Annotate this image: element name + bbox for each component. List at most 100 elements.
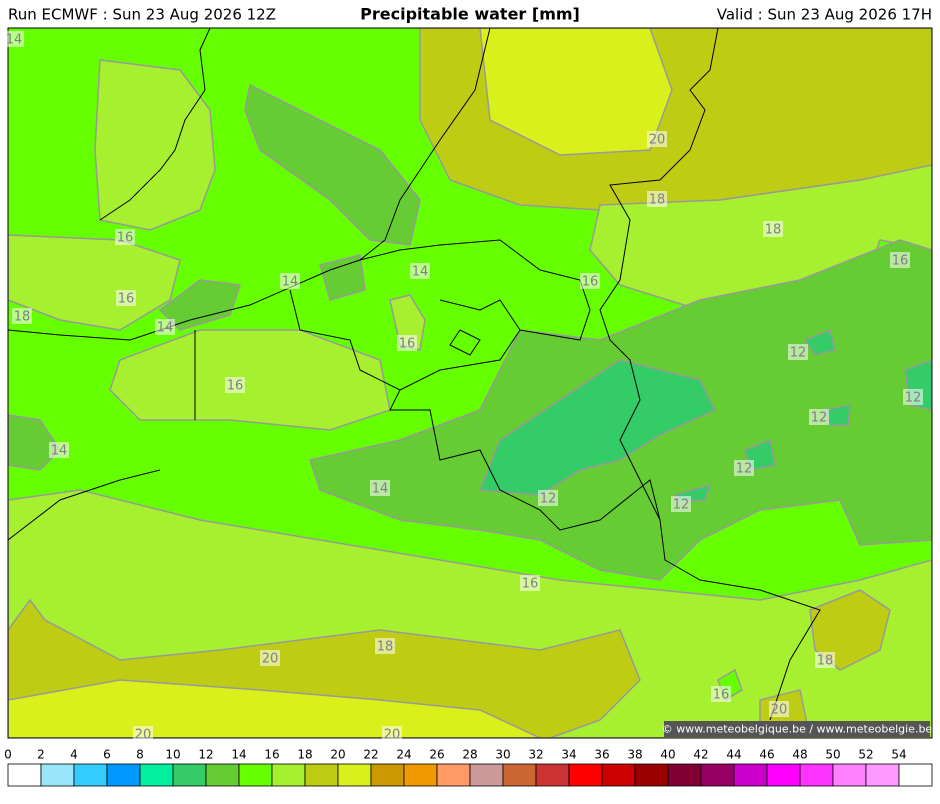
colorbar-swatch [172,763,207,787]
contour-label-box [49,442,69,458]
colorbar-tick-label: 44 [726,748,741,762]
contour-label: 12 [673,498,690,513]
contour-label-box [4,31,24,47]
colorbar-swatch [40,763,75,787]
contour-label: 12 [905,391,922,406]
contour-label-box [382,726,402,742]
contour-label-box [370,480,390,496]
colorbar-swatch [634,763,669,787]
colorbar-tick-label: 6 [103,748,111,762]
contour-label-box [769,701,789,717]
colorbar-swatch [238,763,273,787]
colorbar-swatch [502,763,537,787]
colorbar-swatch [733,763,768,787]
map: © www.meteobelgique.be / www.meteobelgie… [4,27,933,743]
contour-label-box [397,335,417,351]
contour-label: 14 [282,275,299,290]
colorbar-swatch [370,763,405,787]
contour-label-box [580,273,600,289]
contour-label-box [903,389,923,405]
colorbar-swatch [403,763,438,787]
contour-label: 14 [6,33,23,48]
colorbar-tick-label: 42 [693,748,708,762]
contour-label: 20 [649,133,666,148]
map-frame [7,27,933,739]
colorbar-swatch [667,763,702,787]
contour-label-box [133,726,153,742]
colorbar-tick-label: 0 [4,748,12,762]
colorbar-tick-label: 10 [165,748,180,762]
contour-label-box [280,273,300,289]
copyright-box [664,721,930,737]
contour-label: 14 [372,482,389,497]
contour-label-box [12,308,32,324]
contour-label: 12 [540,492,557,507]
colorbar-swatch [535,763,570,787]
contour-label: 18 [377,640,394,655]
contour-label: 16 [118,292,135,307]
colorbar-tick-label: 22 [363,748,378,762]
contour-label-box [734,460,754,476]
colorbar-swatch [304,763,339,787]
contour-label-box [647,131,667,147]
contour-label: 12 [736,462,753,477]
contour-label: 18 [765,223,782,238]
contour-label: 18 [14,310,31,325]
colorbar-tick-label: 52 [858,748,873,762]
contour-label: 12 [811,411,828,426]
colorbar-tick-label: 16 [264,748,279,762]
contour-label-box [815,652,835,668]
contour-label: 16 [117,231,134,246]
colorbar-tick-label: 50 [825,748,840,762]
colorbar-swatch [568,763,603,787]
contour-label: 16 [892,254,909,269]
copyright: © www.meteobelgique.be / www.meteobelgie… [662,723,933,736]
contour-label: 16 [522,577,539,592]
contour-label-box [225,377,245,393]
colorbar-swatch [139,763,174,787]
contour-label-box [520,575,540,591]
contour-label: 12 [790,346,807,361]
contour-label-box [647,191,667,207]
colorbar-swatch [799,763,834,787]
colorbar-swatch [898,763,933,787]
contour-label-box [538,490,558,506]
colorbar-swatch [106,763,141,787]
colorbar-tick-label: 24 [396,748,411,762]
contour-label: 16 [399,337,416,352]
contour-label: 20 [262,652,279,667]
colorbar-swatch [832,763,867,787]
colorbar-swatch [436,763,471,787]
contour-label-box [115,229,135,245]
contour-label-box [116,290,136,306]
colorbar-tick-label: 32 [528,748,543,762]
contour-label-box [809,409,829,425]
contour-label: 16 [582,275,599,290]
colorbar-swatch [271,763,306,787]
colorbar-tick-label: 12 [198,748,213,762]
title: Precipitable water [mm] [360,5,580,24]
colorbar-swatch [766,763,801,787]
colorbar-swatch [337,763,372,787]
colorbar-tick-label: 20 [330,748,345,762]
colorbar-swatch [601,763,636,787]
colorbar-tick-label: 48 [792,748,807,762]
valid-info: Valid : Sun 23 Aug 2026 17H [717,6,932,24]
contour-label-box [155,319,175,335]
colorbar-tick-label: 34 [561,748,576,762]
contour-label-box [763,221,783,237]
contour-label-box [711,686,731,702]
colorbar-tick-label: 54 [891,748,906,762]
colorbar-swatch [700,763,735,787]
colorbar-tick-label: 30 [495,748,510,762]
run-info: Run ECMWF : Sun 23 Aug 2026 12Z [8,6,276,24]
colorbar-tick-label: 40 [660,748,675,762]
colorbar-tick-label: 28 [462,748,477,762]
colorbar-tick-label: 8 [136,748,144,762]
contour-label: 16 [227,379,244,394]
colorbar-swatch [7,763,42,787]
colorbar-tick-label: 4 [70,748,78,762]
contour-label-box [410,263,430,279]
colorbar-tick-label: 46 [759,748,774,762]
